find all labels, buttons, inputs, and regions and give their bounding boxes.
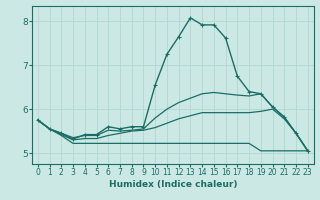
X-axis label: Humidex (Indice chaleur): Humidex (Indice chaleur): [108, 180, 237, 189]
